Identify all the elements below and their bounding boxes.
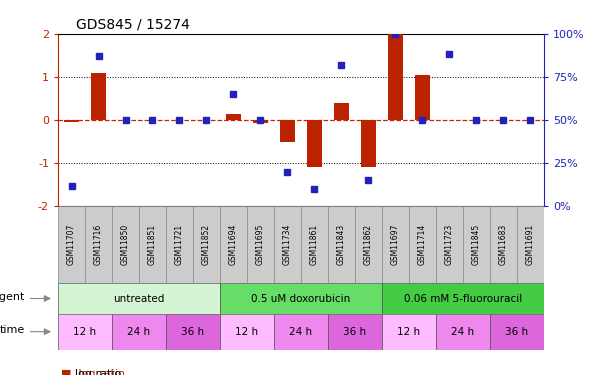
Bar xyxy=(58,206,85,283)
Bar xyxy=(274,206,301,283)
Text: GSM11862: GSM11862 xyxy=(364,224,373,265)
Bar xyxy=(64,120,79,122)
Bar xyxy=(517,206,544,283)
Text: GSM11683: GSM11683 xyxy=(499,224,508,266)
Text: GSM11845: GSM11845 xyxy=(472,224,481,266)
Text: 24 h: 24 h xyxy=(290,327,312,337)
Text: 12 h: 12 h xyxy=(235,327,258,337)
Bar xyxy=(226,114,241,120)
Text: 36 h: 36 h xyxy=(181,327,205,337)
Bar xyxy=(328,314,382,350)
Text: GSM11852: GSM11852 xyxy=(202,224,211,265)
Bar xyxy=(361,120,376,166)
Text: GSM11723: GSM11723 xyxy=(445,224,454,266)
Bar xyxy=(436,314,490,350)
Text: GDS845 / 15274: GDS845 / 15274 xyxy=(76,18,190,32)
Text: 24 h: 24 h xyxy=(452,327,474,337)
Bar xyxy=(334,103,349,120)
Text: GSM11697: GSM11697 xyxy=(391,224,400,266)
Text: GSM11714: GSM11714 xyxy=(418,224,427,266)
Bar xyxy=(220,314,274,350)
Text: time: time xyxy=(0,325,24,335)
Bar xyxy=(307,120,322,166)
Bar xyxy=(220,283,382,314)
Bar xyxy=(274,314,328,350)
Text: GSM11694: GSM11694 xyxy=(229,224,238,266)
Bar xyxy=(58,314,112,350)
Text: 12 h: 12 h xyxy=(397,327,420,337)
Text: 12 h: 12 h xyxy=(73,327,97,337)
Bar xyxy=(409,206,436,283)
Text: 36 h: 36 h xyxy=(505,327,529,337)
Text: GSM11721: GSM11721 xyxy=(175,224,184,265)
Bar xyxy=(112,206,139,283)
Bar xyxy=(166,206,193,283)
Bar xyxy=(280,120,295,142)
Text: GSM11691: GSM11691 xyxy=(526,224,535,266)
Bar xyxy=(490,206,517,283)
Text: GSM11716: GSM11716 xyxy=(94,224,103,266)
Bar xyxy=(301,206,328,283)
Bar xyxy=(112,314,166,350)
Text: 0.06 mM 5-fluorouracil: 0.06 mM 5-fluorouracil xyxy=(404,294,522,303)
Bar xyxy=(415,75,430,120)
Bar xyxy=(388,34,403,120)
Bar xyxy=(328,206,355,283)
Text: GSM11851: GSM11851 xyxy=(148,224,157,265)
Bar xyxy=(247,206,274,283)
Text: ■  log ratio: ■ log ratio xyxy=(61,369,125,375)
Text: agent: agent xyxy=(0,292,24,302)
Bar xyxy=(490,314,544,350)
Text: GSM11843: GSM11843 xyxy=(337,224,346,266)
Text: GSM11695: GSM11695 xyxy=(256,224,265,266)
Bar xyxy=(253,120,268,123)
Bar xyxy=(463,206,490,283)
Bar xyxy=(193,206,220,283)
Bar xyxy=(85,206,112,283)
Text: GSM11707: GSM11707 xyxy=(67,224,76,266)
Text: untreated: untreated xyxy=(113,294,165,303)
Text: 0.5 uM doxorubicin: 0.5 uM doxorubicin xyxy=(251,294,351,303)
Bar xyxy=(382,314,436,350)
Text: GSM11850: GSM11850 xyxy=(121,224,130,266)
Text: log ratio: log ratio xyxy=(75,369,122,375)
Text: 24 h: 24 h xyxy=(128,327,150,337)
Bar xyxy=(382,283,544,314)
Text: GSM11734: GSM11734 xyxy=(283,224,292,266)
Bar xyxy=(91,73,106,120)
Bar xyxy=(220,206,247,283)
Bar xyxy=(166,314,220,350)
Bar xyxy=(436,206,463,283)
Bar xyxy=(58,283,220,314)
Text: GSM11861: GSM11861 xyxy=(310,224,319,265)
Bar xyxy=(139,206,166,283)
Bar xyxy=(355,206,382,283)
Bar xyxy=(382,206,409,283)
Text: 36 h: 36 h xyxy=(343,327,367,337)
